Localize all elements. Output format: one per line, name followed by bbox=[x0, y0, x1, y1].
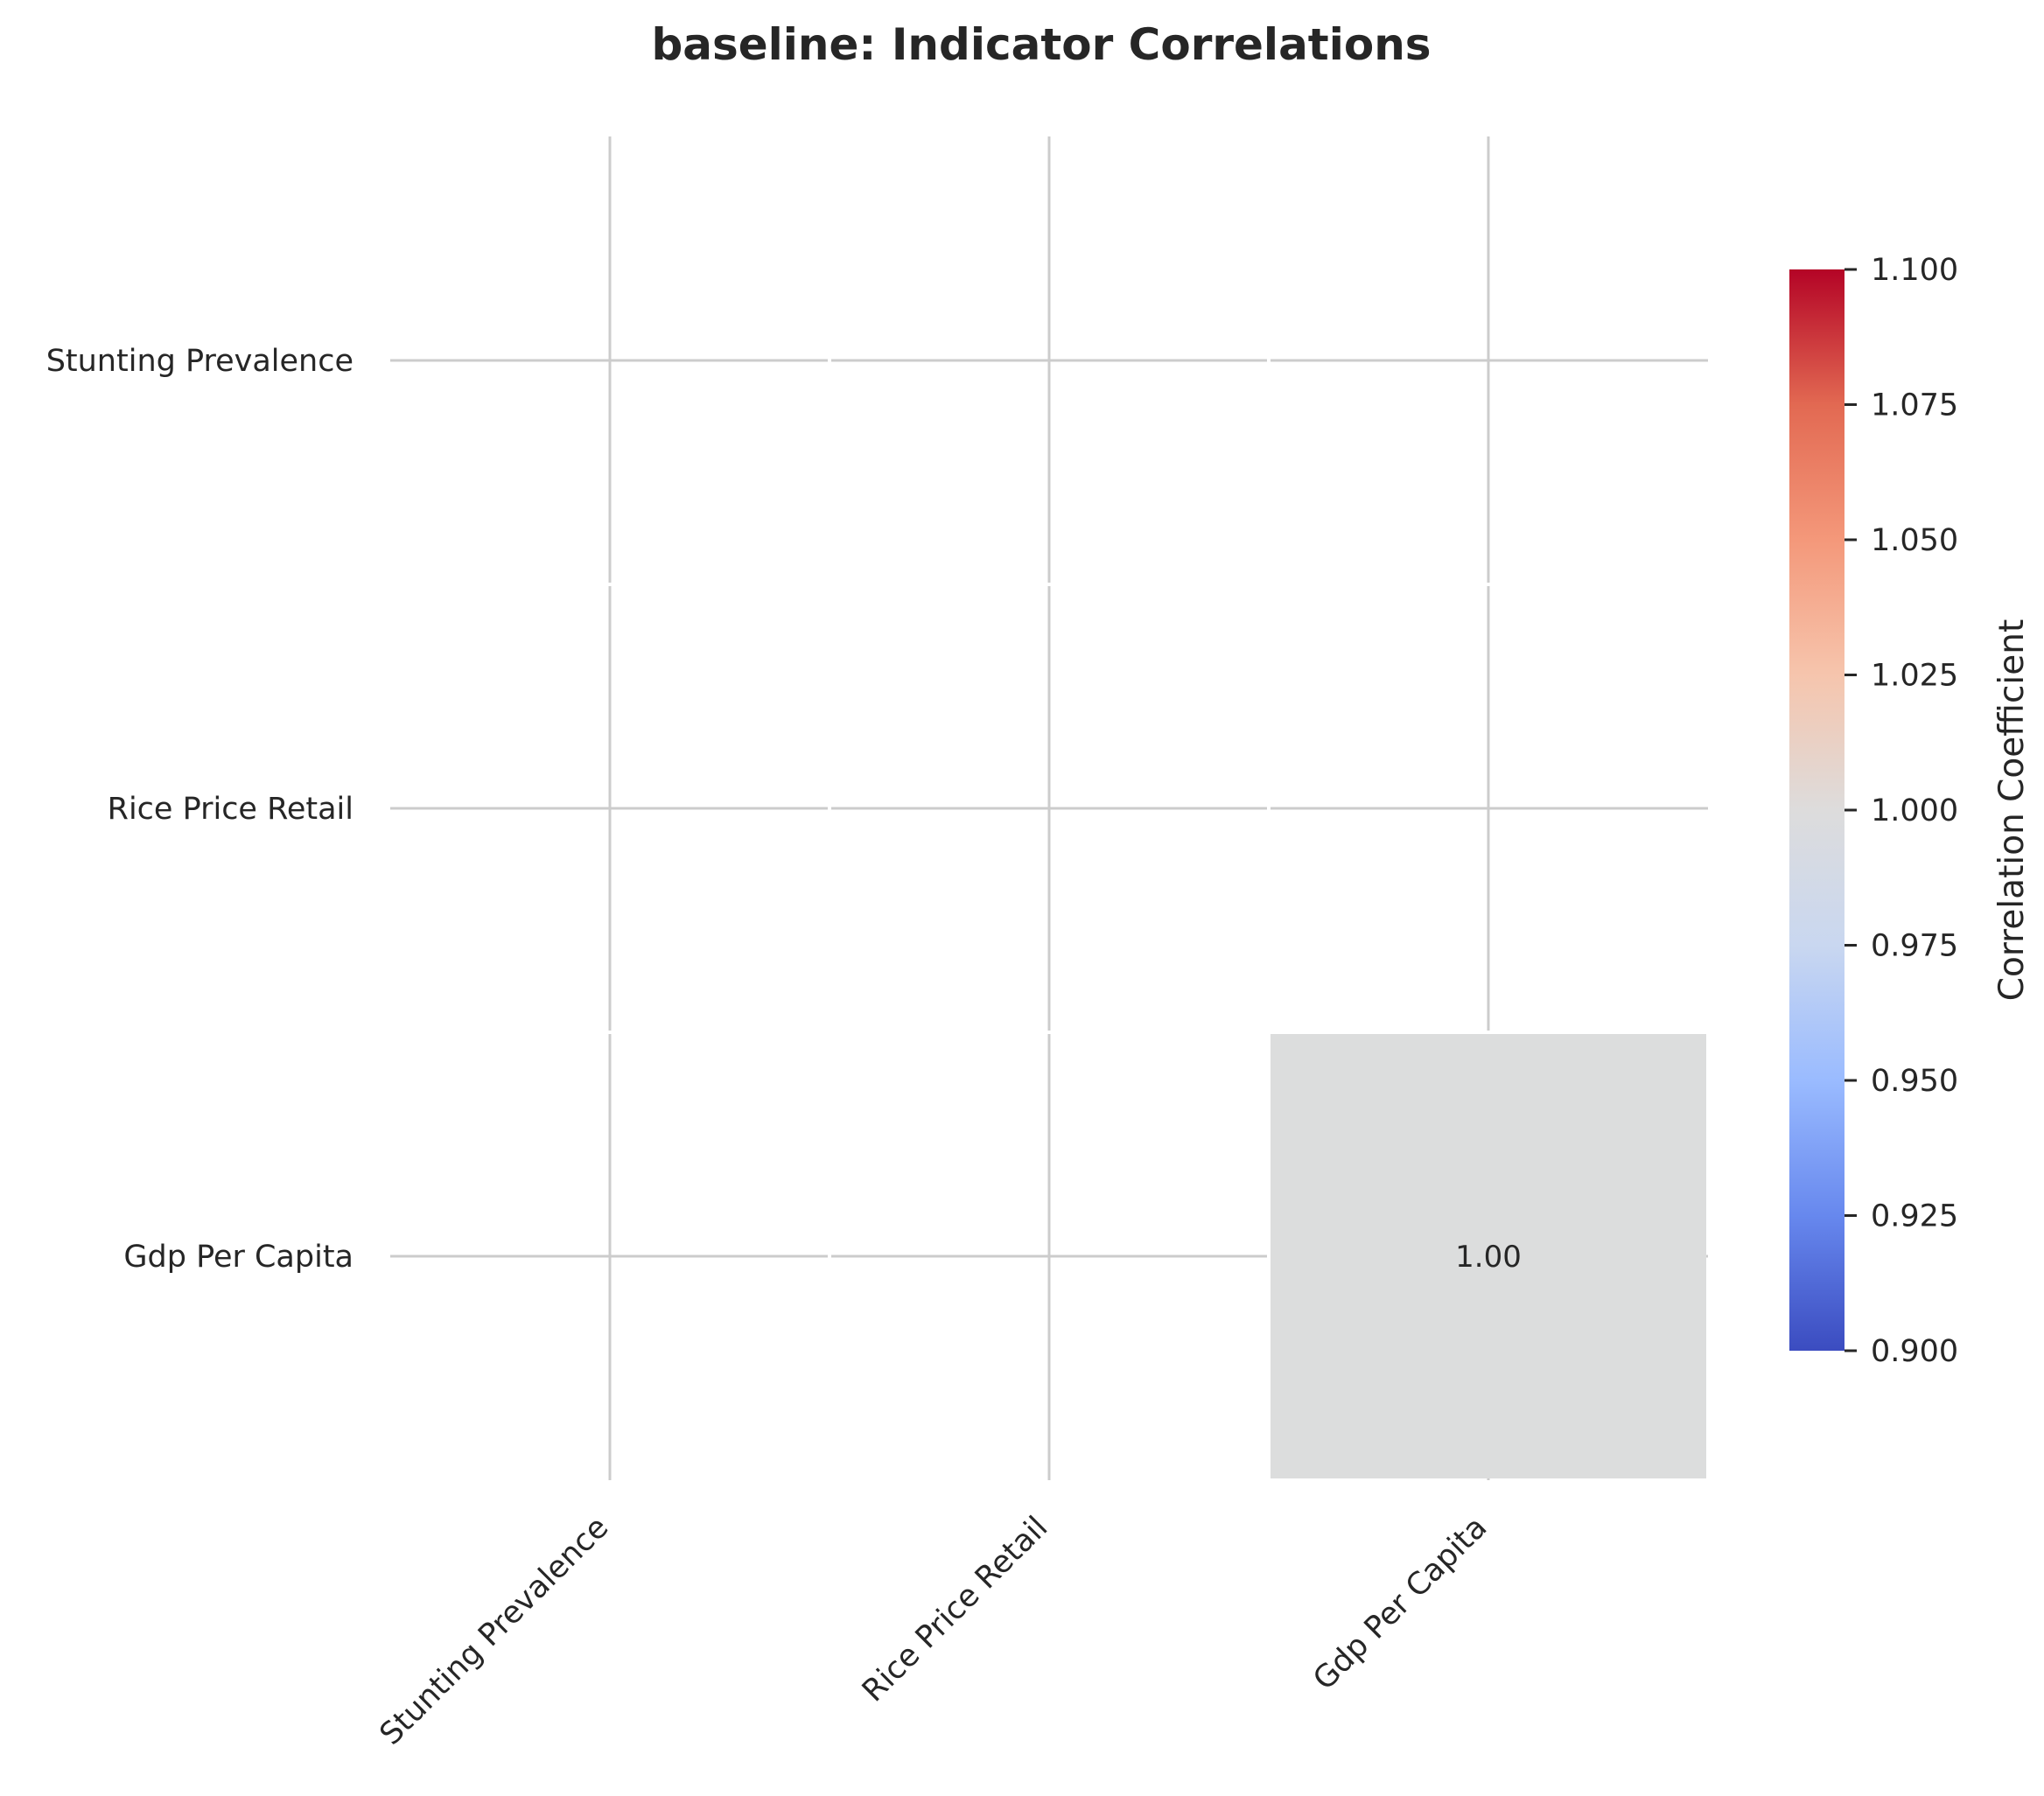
colorbar-tick-label: 0.925 bbox=[1871, 1199, 1958, 1234]
cell-value-label: 1.00 bbox=[1455, 1240, 1522, 1275]
colorbar-tick-label: 1.075 bbox=[1871, 388, 1958, 423]
col-labels: Stunting Prevalence Rice Price Retail Gdp … bbox=[374, 1510, 1494, 1752]
colorbar-tick-label: 0.900 bbox=[1871, 1334, 1958, 1369]
colorbar-title: Correlation Coefficient bbox=[1992, 619, 2032, 1002]
y-tick-label: Stunting Prevalence bbox=[46, 344, 354, 379]
chart-title: baseline: Indicator Correlations bbox=[651, 19, 1431, 70]
colorbar-tick-label: 1.025 bbox=[1871, 659, 1958, 694]
colorbar-tick-label: 1.000 bbox=[1871, 793, 1958, 828]
x-tick-label: Stunting Prevalence bbox=[374, 1510, 616, 1752]
colorbar-tick-label: 1.100 bbox=[1871, 253, 1958, 288]
colorbar: 1.100 1.075 1.050 1.025 1.000 0.975 0.950 0.925… bbox=[1789, 253, 2032, 1369]
x-tick-label: Rice Price Retail bbox=[856, 1510, 1054, 1709]
cells-layer: 1.00 bbox=[1270, 1034, 1706, 1478]
x-tick-label: Gdp Per Capita bbox=[1306, 1510, 1494, 1697]
row-labels: Stunting Prevalence Rice Price Retail Gdp … bbox=[46, 344, 354, 1275]
colorbar-tick-label: 0.975 bbox=[1871, 929, 1958, 964]
colorbar-tick-label: 1.050 bbox=[1871, 523, 1958, 558]
y-tick-label: Rice Price Retail bbox=[108, 792, 354, 827]
colorbar-bar bbox=[1789, 269, 1844, 1351]
colorbar-tick-label: 0.950 bbox=[1871, 1064, 1958, 1099]
y-tick-label: Gdp Per Capita bbox=[123, 1240, 354, 1275]
grid-layer bbox=[390, 136, 1708, 1480]
heatmap-cell bbox=[1270, 1034, 1706, 1478]
